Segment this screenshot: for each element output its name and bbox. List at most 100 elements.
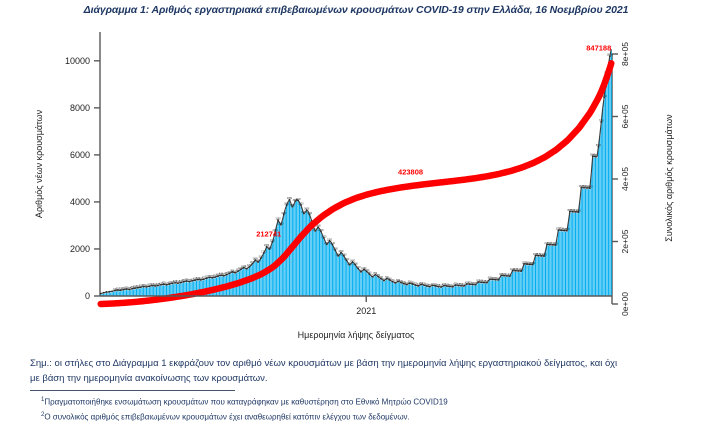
- daily-point: [586, 187, 588, 189]
- daily-point: [551, 244, 554, 246]
- bar: [401, 284, 403, 296]
- daily-point: [577, 211, 580, 214]
- daily-point: [480, 281, 483, 284]
- bar: [391, 282, 393, 296]
- bar: [367, 273, 369, 296]
- bar: [532, 265, 534, 296]
- bar: [377, 277, 379, 296]
- daily-point: [131, 287, 134, 290]
- bar: [563, 231, 565, 296]
- bar: [409, 284, 411, 296]
- bar: [566, 231, 568, 296]
- bar: [514, 271, 516, 296]
- bar: [430, 287, 432, 296]
- bar: [519, 272, 521, 296]
- bar: [490, 280, 492, 296]
- bar: [380, 279, 382, 296]
- bar: [482, 283, 484, 296]
- daily-point: [465, 283, 468, 285]
- bar: [357, 269, 359, 296]
- daily-point: [102, 291, 105, 294]
- bar: [407, 284, 409, 296]
- x-tick-label-2021: 2021: [356, 306, 376, 316]
- daily-point: [228, 272, 231, 275]
- bar: [383, 281, 385, 296]
- daily-point: [168, 283, 171, 285]
- bar: [298, 203, 301, 296]
- bar: [369, 275, 371, 296]
- bar: [150, 286, 152, 296]
- bar: [476, 284, 478, 296]
- bar: [176, 284, 178, 296]
- bar: [117, 291, 119, 296]
- bar: [147, 287, 149, 296]
- daily-point: [437, 285, 440, 288]
- page-title: Διάγραμμα 1: Αριθμός εργαστηριακά επιβεβ…: [83, 4, 629, 16]
- chart-note-line-1: Σημ.: οι στήλες στο Διάγραμμα 1 εκφράζου…: [30, 358, 618, 369]
- bar: [309, 215, 311, 296]
- daily-point: [214, 276, 217, 279]
- bar: [602, 109, 604, 296]
- daily-point: [274, 230, 277, 233]
- bar: [350, 264, 352, 296]
- bar: [479, 283, 481, 296]
- bar: [542, 257, 544, 296]
- bar: [329, 241, 331, 296]
- bar: [450, 287, 452, 296]
- bar: [304, 213, 306, 296]
- bar: [483, 283, 485, 296]
- bar: [145, 288, 147, 296]
- y-left-tick-0: 0: [85, 291, 90, 301]
- bar: [339, 255, 341, 296]
- daily-point: [191, 279, 194, 282]
- bar: [599, 136, 601, 296]
- daily-point: [122, 288, 125, 291]
- bar: [503, 276, 505, 296]
- daily-point: [365, 270, 368, 273]
- bar: [436, 287, 438, 296]
- bar: [597, 147, 599, 296]
- bar: [523, 264, 525, 296]
- daily-point: [560, 229, 563, 232]
- daily-point: [497, 279, 500, 281]
- daily-point: [563, 229, 565, 232]
- daily-point: [331, 243, 334, 246]
- bar: [539, 256, 541, 296]
- daily-point: [242, 266, 245, 269]
- bar: [439, 287, 441, 296]
- bar: [301, 210, 303, 296]
- daily-point: [222, 274, 225, 277]
- bar: [603, 98, 605, 296]
- bar: [466, 284, 468, 296]
- daily-point: [528, 263, 531, 266]
- bar: [376, 276, 378, 296]
- daily-point: [460, 284, 463, 287]
- daily-point: [414, 284, 417, 287]
- bar: [410, 284, 412, 296]
- y-right-tick-3: 6e+05: [620, 104, 630, 128]
- bar: [404, 285, 406, 296]
- daily-point: [151, 284, 154, 287]
- bar: [537, 256, 539, 296]
- footnote-2: 2Ο συνολικός αριθμός επιβεβαιωμένων κρου…: [41, 409, 691, 424]
- bar: [207, 278, 209, 296]
- daily-point: [477, 281, 480, 283]
- bar: [534, 256, 536, 296]
- bar: [590, 174, 592, 296]
- bar: [610, 50, 612, 297]
- bar: [188, 282, 190, 296]
- bar: [575, 212, 577, 296]
- bar: [374, 275, 376, 296]
- daily-point: [282, 213, 285, 216]
- bar: [104, 293, 106, 296]
- bar: [520, 272, 522, 296]
- daily-point: [317, 226, 319, 229]
- bar: [536, 256, 538, 296]
- bar: [462, 286, 464, 296]
- bar: [167, 285, 169, 296]
- bar: [141, 287, 143, 296]
- daily-point: [285, 204, 288, 207]
- bar: [442, 287, 444, 296]
- bar: [371, 277, 373, 296]
- bar: [444, 286, 446, 296]
